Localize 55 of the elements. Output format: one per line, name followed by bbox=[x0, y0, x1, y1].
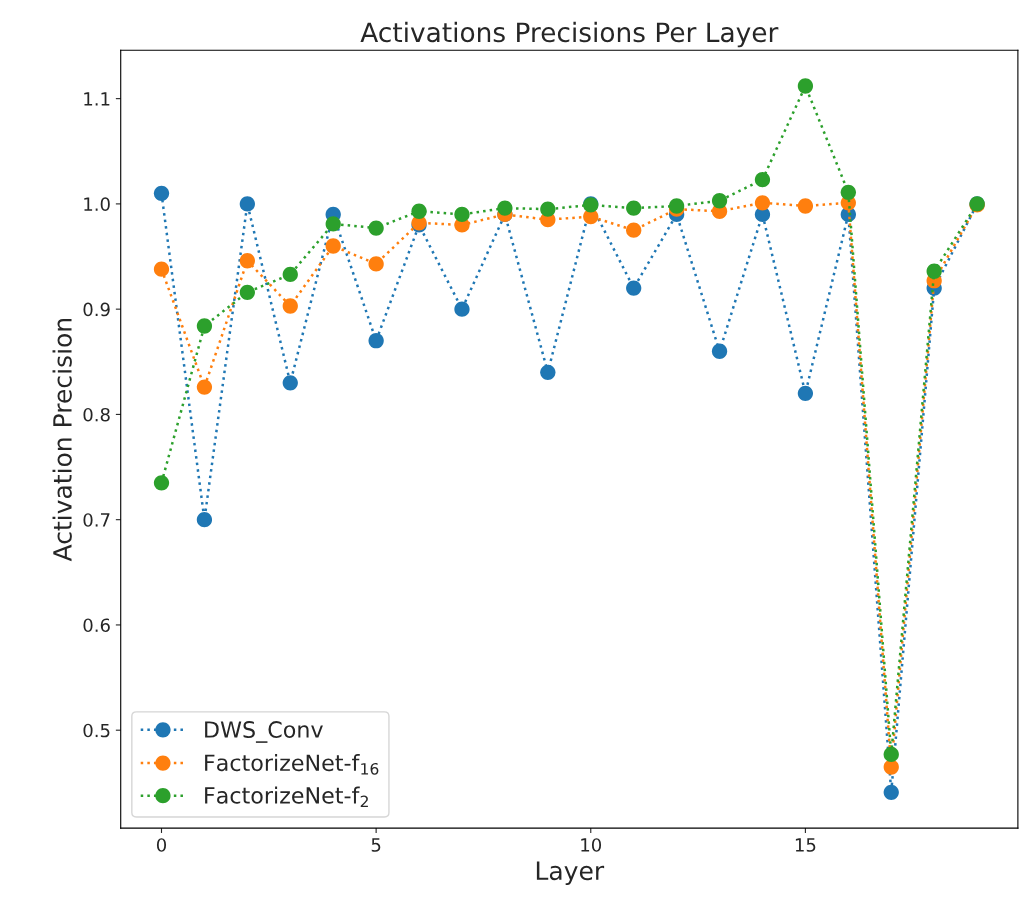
point bbox=[626, 280, 642, 296]
point bbox=[883, 746, 899, 763]
x-tick-label: 10 bbox=[581, 838, 602, 852]
point bbox=[754, 195, 771, 211]
point bbox=[411, 203, 427, 219]
point bbox=[626, 200, 642, 216]
point bbox=[711, 193, 728, 209]
point bbox=[196, 512, 213, 528]
point bbox=[282, 266, 298, 283]
point bbox=[797, 198, 814, 214]
y-tick-label: 0.8 bbox=[83, 407, 110, 422]
point bbox=[282, 375, 298, 391]
legend-label: DWS_Conv bbox=[205, 721, 323, 743]
point bbox=[797, 78, 814, 94]
point bbox=[325, 216, 341, 232]
point bbox=[239, 284, 255, 300]
point bbox=[239, 196, 255, 212]
point bbox=[196, 318, 213, 334]
point bbox=[325, 238, 341, 254]
point bbox=[153, 185, 170, 202]
point bbox=[883, 759, 899, 775]
legend-label: FactorizeNet-f$_{2}$ bbox=[205, 786, 368, 808]
y-axis-title: Activation Precision bbox=[52, 318, 72, 562]
y-tick-label: 1.0 bbox=[84, 197, 110, 212]
x-tick-label: 5 bbox=[371, 838, 381, 852]
point bbox=[926, 263, 942, 279]
point bbox=[153, 261, 170, 277]
y-tick-label: 0.5 bbox=[83, 723, 110, 738]
point bbox=[754, 172, 771, 188]
y-tick-label: 1.1 bbox=[84, 92, 110, 106]
point bbox=[368, 333, 384, 349]
point bbox=[239, 253, 255, 269]
chart-title: Activations Precisions Per Layer bbox=[360, 21, 779, 48]
point bbox=[626, 222, 642, 238]
point bbox=[840, 184, 856, 200]
point bbox=[368, 220, 384, 236]
point bbox=[540, 201, 556, 217]
point bbox=[153, 475, 170, 491]
x-axis-title: Layer bbox=[536, 861, 605, 886]
point bbox=[454, 301, 470, 317]
point bbox=[368, 256, 384, 272]
point bbox=[196, 379, 213, 395]
point bbox=[540, 364, 556, 380]
legend-label: FactorizeNet-f$_{16}$ bbox=[205, 753, 379, 775]
y-tick-label: 0.9 bbox=[83, 302, 110, 317]
point bbox=[454, 206, 470, 223]
point bbox=[497, 200, 513, 216]
y-tick-label: 0.6 bbox=[83, 618, 110, 633]
y-tick-label: 0.7 bbox=[83, 513, 110, 527]
point bbox=[797, 385, 814, 401]
point bbox=[711, 343, 728, 359]
point bbox=[282, 298, 298, 314]
x-tick-label: 0 bbox=[156, 838, 167, 852]
point bbox=[883, 784, 899, 800]
x-tick-label: 15 bbox=[795, 838, 816, 852]
